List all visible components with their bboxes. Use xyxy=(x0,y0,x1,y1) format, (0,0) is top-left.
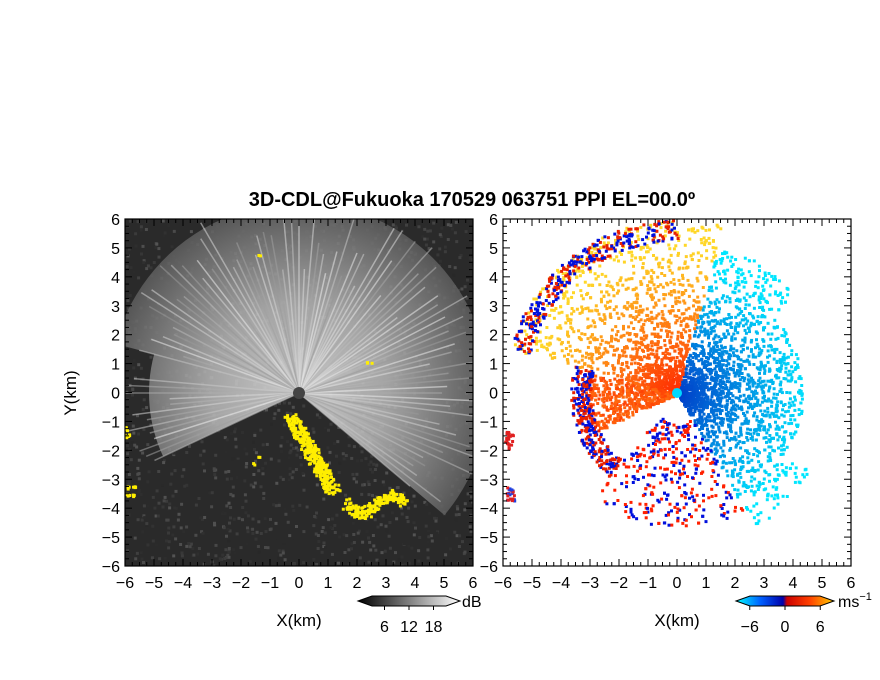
y-tick-label: 0 xyxy=(489,386,498,403)
snr-y-axis-label: Y(km) xyxy=(61,370,80,415)
x-tick-label: 4 xyxy=(789,575,798,592)
snr-echo-sector xyxy=(125,219,473,520)
x-tick-label: −2 xyxy=(610,575,628,592)
y-tick-label: 0 xyxy=(111,386,120,403)
y-tick-label: −2 xyxy=(102,443,120,460)
velocity-axis-ticks: −6 −5 −4 −3 −2 −1 0 1 2 3 4 5 6 −6 −5 −4 −3 −2 −1 0 1 2 3 4 5 6 xyxy=(480,212,856,592)
y-tick-label: 5 xyxy=(111,241,120,258)
x-tick-label: 3 xyxy=(382,575,391,592)
y-tick-label: 3 xyxy=(489,299,498,316)
x-tick-label: −1 xyxy=(639,575,657,592)
y-tick-label: −6 xyxy=(102,559,120,576)
y-tick-label: −3 xyxy=(102,472,120,489)
snr-yellow-echo xyxy=(125,254,409,520)
y-tick-label: 1 xyxy=(489,357,498,374)
colorbar-tick-label: 18 xyxy=(425,619,443,636)
y-tick-label: −4 xyxy=(102,501,120,518)
x-tick-label: −4 xyxy=(552,575,570,592)
colorbar-tick-label: −6 xyxy=(741,619,759,636)
x-tick-label: −3 xyxy=(581,575,599,592)
x-tick-label: 0 xyxy=(673,575,682,592)
x-tick-label: −6 xyxy=(116,575,134,592)
x-tick-label: −6 xyxy=(494,575,512,592)
y-tick-label: −3 xyxy=(480,472,498,489)
x-tick-label: −3 xyxy=(203,575,221,592)
y-tick-label: 1 xyxy=(111,357,120,374)
y-tick-label: 4 xyxy=(111,270,120,287)
y-tick-label: −6 xyxy=(480,559,498,576)
snr-colorbar: dB 6 12 18 xyxy=(356,594,482,636)
snr-axis-ticks: −6 −5 −4 −3 −2 −1 0 1 2 3 4 5 6 −6 −5 −4 −3 −2 −1 0 1 2 3 4 5 6 xyxy=(102,212,478,592)
velocity-panel: −6 −5 −4 −3 −2 −1 0 1 2 3 4 5 6 −6 −5 −4 −3 −2 −1 0 1 2 3 4 5 6 X… xyxy=(480,212,872,636)
y-tick-label: −1 xyxy=(480,414,498,431)
figure-title: 3D-CDL@Fukuoka 170529 063751 PPI EL=00.0… xyxy=(249,189,695,211)
y-tick-label: 2 xyxy=(489,328,498,345)
snr-x-axis-label: X(km) xyxy=(276,611,321,630)
x-tick-label: 4 xyxy=(411,575,420,592)
x-tick-label: 2 xyxy=(353,575,362,592)
x-tick-label: 6 xyxy=(469,575,478,592)
y-tick-label: −5 xyxy=(102,530,120,547)
y-tick-label: −2 xyxy=(480,443,498,460)
x-tick-label: 5 xyxy=(818,575,827,592)
snr-colorbar-unit: dB xyxy=(462,594,482,611)
y-tick-label: −1 xyxy=(102,414,120,431)
x-tick-label: −2 xyxy=(232,575,250,592)
x-tick-label: 6 xyxy=(847,575,856,592)
y-tick-label: 2 xyxy=(111,328,120,345)
velocity-colorbar: ms−1 −6 0 6 xyxy=(734,591,872,636)
radar-site xyxy=(293,387,305,399)
x-tick-label: −4 xyxy=(174,575,192,592)
x-tick-label: 1 xyxy=(702,575,711,592)
y-tick-label: −4 xyxy=(480,501,498,518)
y-tick-label: 4 xyxy=(489,270,498,287)
colorbar-tick-label: 6 xyxy=(380,619,389,636)
velocity-colorbar-unit: ms−1 xyxy=(838,591,872,611)
x-tick-label: −1 xyxy=(261,575,279,592)
x-tick-label: 0 xyxy=(295,575,304,592)
y-tick-label: 5 xyxy=(489,241,498,258)
x-tick-label: 5 xyxy=(440,575,449,592)
y-tick-label: −5 xyxy=(480,530,498,547)
x-tick-label: −5 xyxy=(145,575,163,592)
y-tick-label: 6 xyxy=(111,212,120,229)
colorbar-tick-label: 6 xyxy=(816,619,825,636)
colorbar-tick-label: 0 xyxy=(781,619,790,636)
velocity-echo xyxy=(504,219,809,528)
x-tick-label: 1 xyxy=(324,575,333,592)
y-tick-label: 6 xyxy=(489,212,498,229)
velocity-x-axis-label: X(km) xyxy=(654,611,699,630)
y-tick-label: 3 xyxy=(111,299,120,316)
radar-site xyxy=(672,388,682,398)
x-tick-label: −5 xyxy=(523,575,541,592)
x-tick-label: 2 xyxy=(731,575,740,592)
colorbar-tick-label: 12 xyxy=(400,619,418,636)
x-tick-label: 3 xyxy=(760,575,769,592)
